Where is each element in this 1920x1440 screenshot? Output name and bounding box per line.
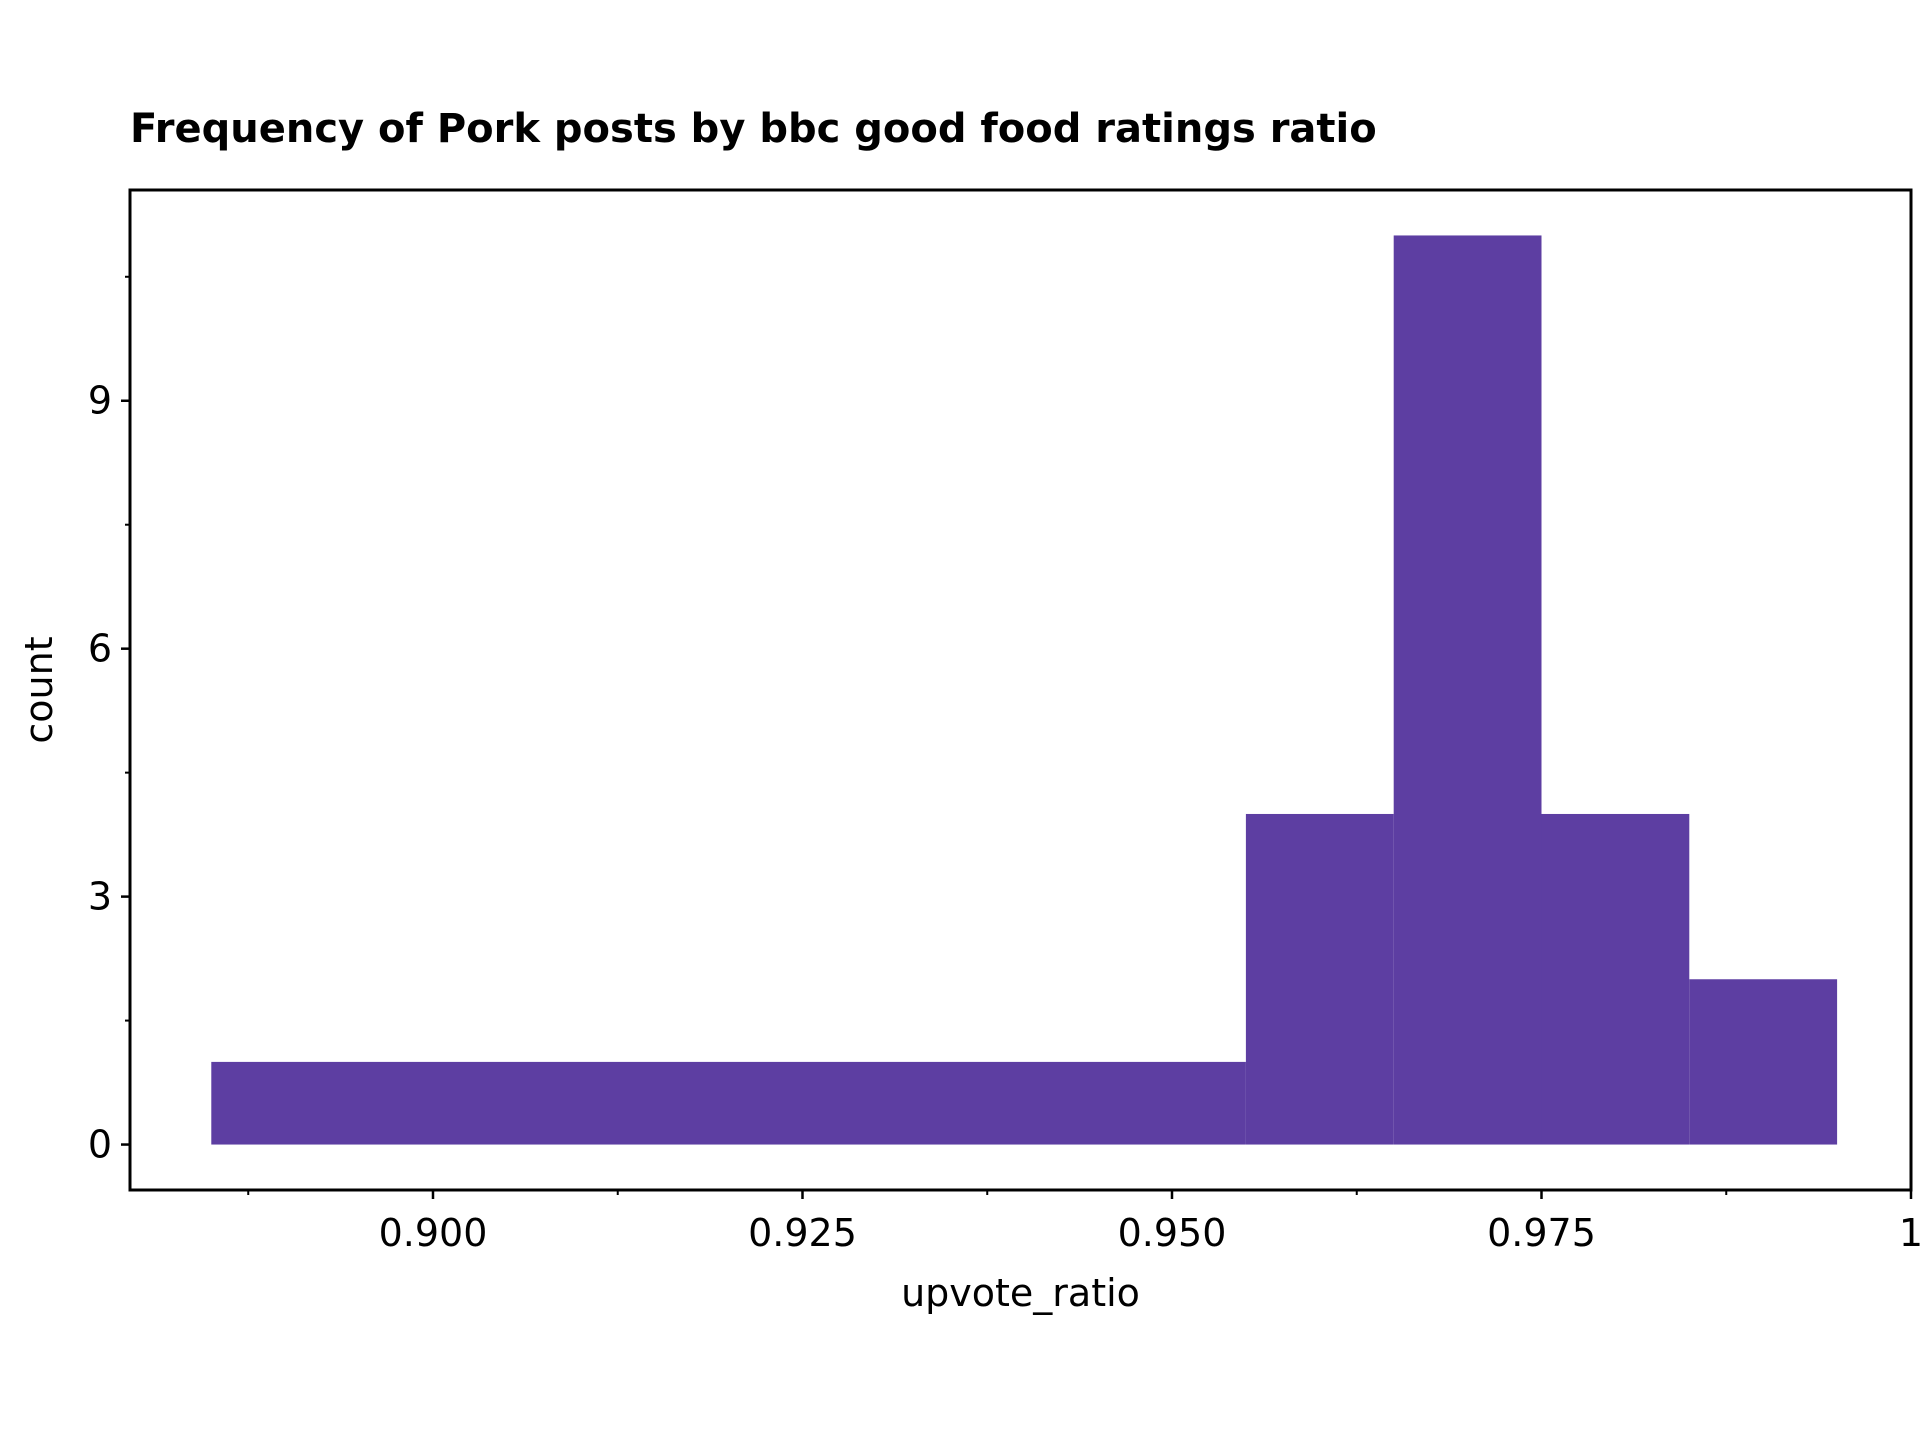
chart-title: Frequency of Pork posts by bbc good food… xyxy=(130,106,1377,152)
x-tick-label: 0.900 xyxy=(379,1211,488,1255)
x-axis-ticks: 0.900 0.925 0.950 0.975 1 xyxy=(247,1190,1920,1255)
x-tick-label: 0.925 xyxy=(748,1211,857,1255)
x-tick-label: 1 xyxy=(1899,1211,1920,1255)
histogram-bar-5 xyxy=(1689,979,1838,1145)
y-tick-label: 6 xyxy=(88,627,112,671)
y-axis-label: count xyxy=(17,636,61,743)
x-tick-label: 0.975 xyxy=(1487,1211,1596,1255)
plot-area-frame xyxy=(128,188,1913,1192)
y-tick-label: 9 xyxy=(88,379,112,423)
x-axis-label: upvote_ratio xyxy=(901,1271,1140,1315)
x-tick-label: 0.950 xyxy=(1118,1211,1227,1255)
histogram-bar-2 xyxy=(1245,813,1394,1145)
histogram-bar-1 xyxy=(211,1061,1246,1145)
y-tick-label: 3 xyxy=(88,875,112,919)
histogram-bar-4 xyxy=(1541,813,1690,1145)
bars-group xyxy=(211,235,1838,1145)
y-axis-ticks: 0 3 6 9 xyxy=(88,275,130,1167)
y-tick-label: 0 xyxy=(88,1123,112,1167)
histogram-bar-3 xyxy=(1393,235,1542,1145)
